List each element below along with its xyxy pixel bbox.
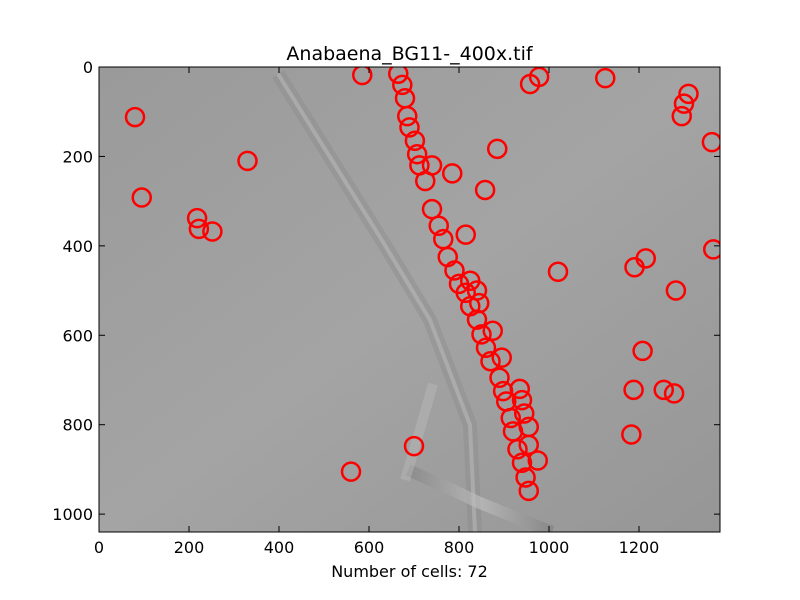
x-tick-label: 0 bbox=[94, 538, 104, 557]
cell-marker bbox=[671, 105, 692, 127]
cell-marker bbox=[428, 215, 449, 236]
cell-markers bbox=[124, 67, 720, 502]
cell-marker bbox=[399, 117, 420, 138]
cell-marker bbox=[340, 461, 362, 482]
x-tick-label: 800 bbox=[444, 538, 475, 557]
cell-marker bbox=[653, 379, 674, 401]
y-tick-label: 800 bbox=[62, 416, 93, 435]
y-tick-label: 1000 bbox=[52, 505, 93, 524]
cell-marker bbox=[397, 105, 418, 127]
cell-marker bbox=[518, 480, 539, 502]
cell-marker bbox=[482, 320, 503, 342]
x-axis-label: Number of cells: 72 bbox=[331, 562, 488, 581]
cell-marker bbox=[188, 218, 210, 240]
x-tick-label: 200 bbox=[174, 538, 205, 557]
cell-marker bbox=[124, 106, 146, 128]
cell-marker bbox=[487, 138, 508, 160]
cell-marker bbox=[621, 424, 642, 445]
cell-marker bbox=[475, 337, 497, 359]
cell-marker bbox=[500, 407, 521, 429]
x-tick-label: 400 bbox=[264, 538, 295, 557]
cell-marker bbox=[632, 340, 653, 362]
x-tick-label: 1000 bbox=[529, 538, 570, 557]
cell-marker bbox=[421, 155, 443, 176]
cell-marker bbox=[455, 224, 476, 245]
plot-frame bbox=[98, 66, 721, 533]
chart-title: Anabaena_BG11-_400x.tif bbox=[286, 43, 533, 65]
cell-marker bbox=[527, 450, 548, 471]
cell-marker bbox=[480, 350, 501, 372]
cell-marker bbox=[515, 467, 536, 488]
x-tick-label: 1200 bbox=[619, 538, 660, 557]
cell-marker bbox=[392, 74, 413, 96]
x-tick-label: 600 bbox=[354, 538, 385, 557]
cell-marker bbox=[703, 239, 720, 260]
cell-marker bbox=[514, 403, 535, 424]
cell-marker bbox=[635, 248, 656, 269]
cell-marker bbox=[489, 367, 510, 388]
y-axis: 0 200 400 600 800 1000 bbox=[52, 58, 720, 524]
cell-marker bbox=[466, 309, 488, 330]
cell-marker bbox=[491, 347, 512, 368]
cell-marker bbox=[663, 383, 685, 404]
cell-marker bbox=[202, 221, 223, 242]
cell-marker bbox=[547, 261, 569, 283]
cell-marker bbox=[678, 83, 699, 105]
cell-marker bbox=[186, 207, 208, 229]
cell-marker bbox=[471, 324, 492, 345]
y-tick-label: 400 bbox=[62, 237, 93, 256]
y-tick-label: 200 bbox=[62, 147, 93, 166]
cell-marker bbox=[352, 67, 373, 86]
cell-marker bbox=[474, 179, 496, 201]
cell-marker bbox=[388, 67, 409, 84]
cell-marker bbox=[131, 187, 152, 208]
cell-marker bbox=[237, 150, 258, 172]
cell-marker bbox=[507, 439, 528, 460]
cell-marker bbox=[673, 93, 695, 114]
y-tick-label: 0 bbox=[83, 58, 93, 77]
cell-marker bbox=[455, 282, 476, 304]
cell-marker bbox=[665, 280, 687, 301]
cell-marker bbox=[406, 143, 428, 165]
cell-marker bbox=[528, 67, 550, 88]
x-axis: 0 200 400 600 800 1000 1200 bbox=[94, 67, 659, 557]
cell-marker bbox=[444, 260, 465, 281]
cell-marker bbox=[403, 435, 425, 457]
y-tick-label: 600 bbox=[62, 326, 93, 345]
cell-marker bbox=[509, 378, 530, 400]
cell-marker bbox=[511, 389, 533, 411]
cell-marker bbox=[518, 434, 539, 456]
cell-marker bbox=[623, 379, 644, 401]
cell-marker bbox=[404, 130, 426, 152]
cell-marker bbox=[511, 452, 533, 473]
cell-marker bbox=[595, 67, 616, 89]
cell-marker bbox=[701, 131, 720, 153]
cell-marker bbox=[442, 163, 463, 184]
